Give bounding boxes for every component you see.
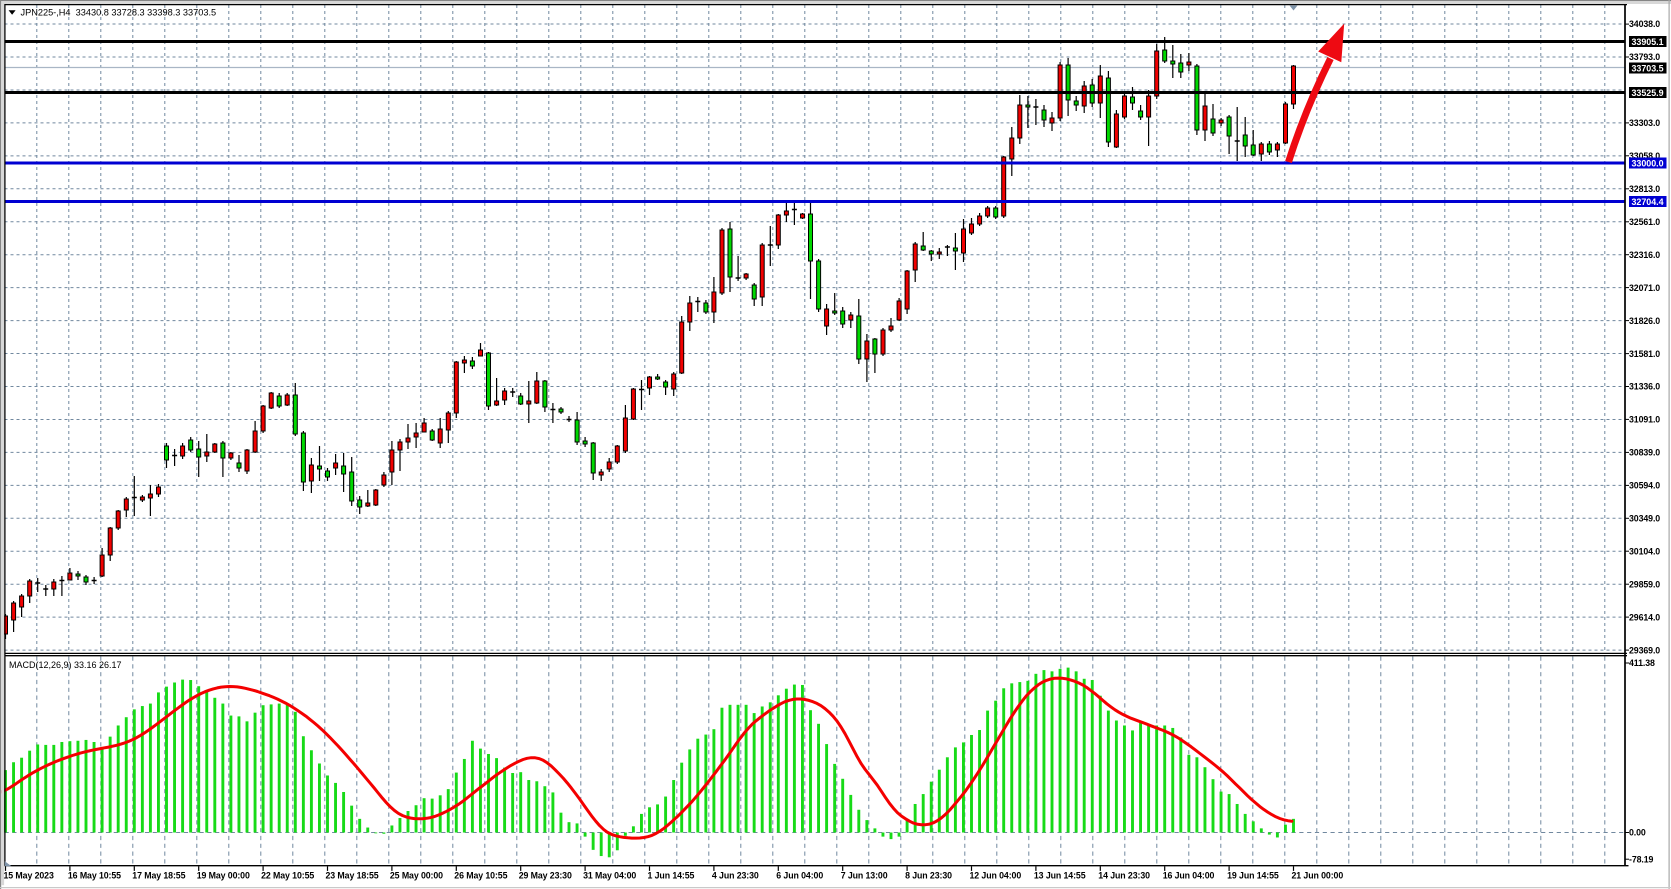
svg-text:1 Jun 14:55: 1 Jun 14:55 <box>648 871 695 881</box>
svg-text:8 Jun 23:30: 8 Jun 23:30 <box>905 871 952 881</box>
svg-text:30349.0: 30349.0 <box>1629 514 1660 524</box>
svg-text:7 Jun 13:00: 7 Jun 13:00 <box>841 871 888 881</box>
svg-text:33058.0: 33058.0 <box>1629 151 1660 161</box>
svg-text:33303.0: 33303.0 <box>1629 118 1660 128</box>
svg-text:31091.0: 31091.0 <box>1629 415 1660 425</box>
svg-text:29 May 23:30: 29 May 23:30 <box>519 871 572 881</box>
svg-text:17 May 18:55: 17 May 18:55 <box>132 871 185 881</box>
svg-text:6 Jun 04:00: 6 Jun 04:00 <box>776 871 823 881</box>
svg-text:32813.0: 32813.0 <box>1629 184 1660 194</box>
svg-text:31 May 04:00: 31 May 04:00 <box>583 871 636 881</box>
svg-text:32071.0: 32071.0 <box>1629 283 1660 293</box>
svg-text:29614.0: 29614.0 <box>1629 612 1660 622</box>
svg-text:-78.19: -78.19 <box>1629 854 1654 864</box>
svg-text:19 May 00:00: 19 May 00:00 <box>197 871 250 881</box>
svg-text:0.00: 0.00 <box>1629 828 1646 838</box>
svg-text:32561.0: 32561.0 <box>1629 217 1660 227</box>
svg-text:MACD(12,26,9) 33.16 26.17: MACD(12,26,9) 33.16 26.17 <box>9 660 122 670</box>
svg-text:32704.4: 32704.4 <box>1632 197 1664 207</box>
svg-text:33905.1: 33905.1 <box>1632 37 1664 47</box>
svg-text:31826.0: 31826.0 <box>1629 316 1660 326</box>
svg-text:29369.0: 29369.0 <box>1629 645 1660 655</box>
svg-text:22 May 10:55: 22 May 10:55 <box>261 871 314 881</box>
svg-text:26 May 10:55: 26 May 10:55 <box>454 871 507 881</box>
svg-text:16 May 10:55: 16 May 10:55 <box>68 871 121 881</box>
svg-text:14 Jun 23:30: 14 Jun 23:30 <box>1098 871 1150 881</box>
svg-text:31581.0: 31581.0 <box>1629 349 1660 359</box>
svg-text:12 Jun 04:00: 12 Jun 04:00 <box>970 871 1022 881</box>
svg-text:19 Jun 14:55: 19 Jun 14:55 <box>1227 871 1279 881</box>
svg-text:4 Jun 23:30: 4 Jun 23:30 <box>712 871 759 881</box>
svg-text:33525.9: 33525.9 <box>1632 88 1664 98</box>
svg-text:23 May 18:55: 23 May 18:55 <box>326 871 379 881</box>
svg-text:34038.0: 34038.0 <box>1629 19 1660 29</box>
svg-text:16 Jun 04:00: 16 Jun 04:00 <box>1163 871 1215 881</box>
svg-text:33000.0: 33000.0 <box>1632 158 1664 168</box>
svg-text:32316.0: 32316.0 <box>1629 250 1660 260</box>
svg-text:JPN225-,H4 33430.8 33728.3 33: JPN225-,H4 33430.8 33728.3 33398.3 33703… <box>21 8 217 18</box>
svg-text:29859.0: 29859.0 <box>1629 579 1660 589</box>
svg-text:30594.0: 30594.0 <box>1629 481 1660 491</box>
svg-text:31336.0: 31336.0 <box>1629 382 1660 392</box>
svg-text:33703.5: 33703.5 <box>1632 63 1664 73</box>
svg-text:30839.0: 30839.0 <box>1629 448 1660 458</box>
svg-text:13 Jun 14:55: 13 Jun 14:55 <box>1034 871 1086 881</box>
svg-text:30104.0: 30104.0 <box>1629 547 1660 557</box>
svg-text:21 Jun 00:00: 21 Jun 00:00 <box>1292 871 1344 881</box>
svg-text:25 May 00:00: 25 May 00:00 <box>390 871 443 881</box>
svg-text:411.38: 411.38 <box>1629 658 1655 668</box>
svg-text:33793.0: 33793.0 <box>1629 52 1660 62</box>
svg-text:15 May 2023: 15 May 2023 <box>4 871 54 881</box>
